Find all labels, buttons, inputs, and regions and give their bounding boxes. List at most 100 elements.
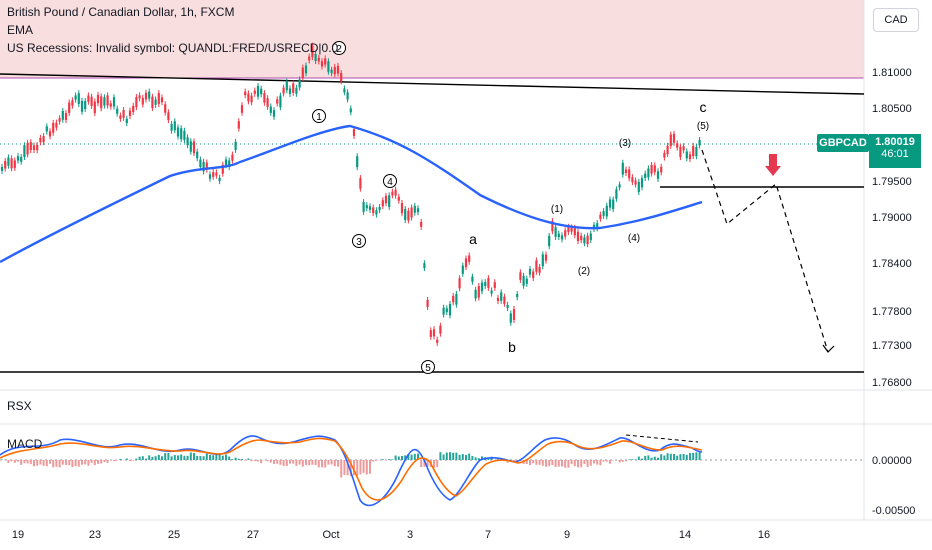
macd-hist-bar bbox=[285, 460, 288, 466]
macd-hist-bar bbox=[538, 460, 541, 465]
candle-body bbox=[208, 174, 212, 179]
candle-body bbox=[490, 290, 493, 294]
macd-tick-neg: -0.00500 bbox=[872, 505, 915, 517]
current-price-box: 1.80019 46:01 bbox=[869, 134, 921, 168]
candle-body bbox=[439, 325, 442, 334]
macd-hist-bar bbox=[589, 460, 592, 466]
macd-hist-bar bbox=[26, 460, 29, 464]
candle-body bbox=[672, 133, 676, 143]
macd-hist-bar bbox=[241, 459, 243, 460]
macd-hist-bar bbox=[116, 460, 119, 461]
wave-label: 5 bbox=[425, 363, 431, 374]
macd-hist-bar bbox=[404, 455, 407, 460]
macd-hist-bar bbox=[621, 460, 624, 462]
candle-body bbox=[455, 293, 458, 305]
candle-body bbox=[375, 210, 378, 215]
candle-body bbox=[23, 145, 26, 157]
candle-body bbox=[356, 156, 359, 168]
macd-hist-bar bbox=[353, 460, 355, 476]
candle-body bbox=[522, 275, 525, 286]
macd-hist-bar bbox=[650, 457, 653, 460]
symbol-tag: GBPCAD bbox=[817, 134, 869, 152]
candle-body bbox=[650, 164, 653, 174]
macd-histogram bbox=[1, 452, 701, 478]
wave-label: a bbox=[469, 231, 477, 247]
candle-body bbox=[612, 199, 615, 210]
candle-body bbox=[669, 134, 672, 146]
macd-hist-bar bbox=[410, 454, 413, 460]
macd-hist-bar bbox=[189, 452, 192, 460]
candle-body bbox=[378, 207, 381, 211]
macd-hist-bar bbox=[663, 455, 666, 460]
ema-legend[interactable]: EMA bbox=[7, 23, 34, 37]
macd-hist-bar bbox=[682, 453, 685, 460]
macd-hist-bar bbox=[577, 460, 579, 468]
macd-hist-bar bbox=[618, 460, 621, 463]
macd-hist-bar bbox=[71, 460, 74, 468]
macd-hist-bar bbox=[343, 460, 346, 475]
candle-body bbox=[256, 85, 260, 97]
candle-body bbox=[276, 99, 279, 104]
macd-pane-label[interactable]: MACD bbox=[7, 437, 43, 451]
macd-hist-bar bbox=[657, 457, 659, 460]
macd-hist-bar bbox=[692, 452, 695, 460]
recession-legend[interactable]: US Recessions: Invalid symbol: QUANDL:FR… bbox=[7, 41, 339, 55]
macd-hist-bar bbox=[625, 460, 627, 462]
candle-body bbox=[138, 95, 141, 99]
price-tick-label: 1.77300 bbox=[872, 340, 912, 352]
macd-hist-bar bbox=[36, 460, 39, 466]
candle-body bbox=[112, 97, 116, 107]
candle-body bbox=[279, 95, 282, 108]
wave-label: b bbox=[508, 339, 516, 355]
candle-body bbox=[202, 161, 205, 172]
candle-body bbox=[359, 178, 362, 189]
candle-body bbox=[404, 209, 407, 221]
candle-body bbox=[573, 227, 576, 236]
candle-body bbox=[301, 67, 304, 79]
currency-button[interactable]: CAD bbox=[873, 8, 919, 32]
candle-body bbox=[16, 156, 20, 161]
macd-hist-bar bbox=[356, 460, 359, 476]
candle-body bbox=[93, 101, 96, 114]
candle-body bbox=[532, 271, 535, 279]
macd-hist-bar bbox=[413, 453, 416, 460]
macd-hist-bar bbox=[58, 460, 61, 468]
candle-body bbox=[679, 146, 682, 158]
time-tick-label: 23 bbox=[89, 529, 101, 541]
candle-body bbox=[647, 168, 650, 178]
macd-hist-bar bbox=[596, 460, 599, 465]
macd-hist-bar bbox=[372, 460, 375, 462]
macd-hist-bar bbox=[362, 460, 365, 473]
candle-body bbox=[32, 145, 36, 150]
wave-label: (3) bbox=[619, 138, 631, 149]
candle-body bbox=[128, 110, 132, 117]
candle-body bbox=[237, 121, 240, 129]
candle-body bbox=[676, 143, 679, 148]
macd-hist-bar bbox=[205, 453, 208, 460]
price-tick-label: 1.81000 bbox=[872, 67, 912, 79]
macd-hist-bar bbox=[100, 460, 103, 464]
macd-hist-bar bbox=[548, 460, 551, 467]
time-tick-label: 27 bbox=[247, 529, 259, 541]
candle-body bbox=[682, 146, 685, 151]
candle-body bbox=[458, 278, 461, 289]
candle-body bbox=[192, 141, 196, 154]
candle-body bbox=[615, 189, 618, 199]
candle-body bbox=[64, 113, 68, 121]
candle-body bbox=[228, 160, 231, 168]
upper-trendline bbox=[0, 73, 865, 95]
macd-hist-bar bbox=[279, 460, 282, 465]
candle-body bbox=[167, 112, 170, 121]
macd-hist-bar bbox=[593, 460, 595, 464]
rsx-pane-label[interactable]: RSX bbox=[7, 399, 32, 413]
macd-hist-bar bbox=[234, 457, 237, 460]
macd-hist-bar bbox=[177, 455, 179, 460]
macd-hist-bar bbox=[455, 452, 458, 460]
macd-hist-bar bbox=[660, 454, 663, 460]
macd-hist-bar bbox=[55, 460, 58, 467]
macd-hist-bar bbox=[276, 460, 279, 464]
macd-hist-bar bbox=[97, 460, 99, 464]
candle-body bbox=[314, 54, 317, 62]
candle-body bbox=[263, 93, 266, 103]
